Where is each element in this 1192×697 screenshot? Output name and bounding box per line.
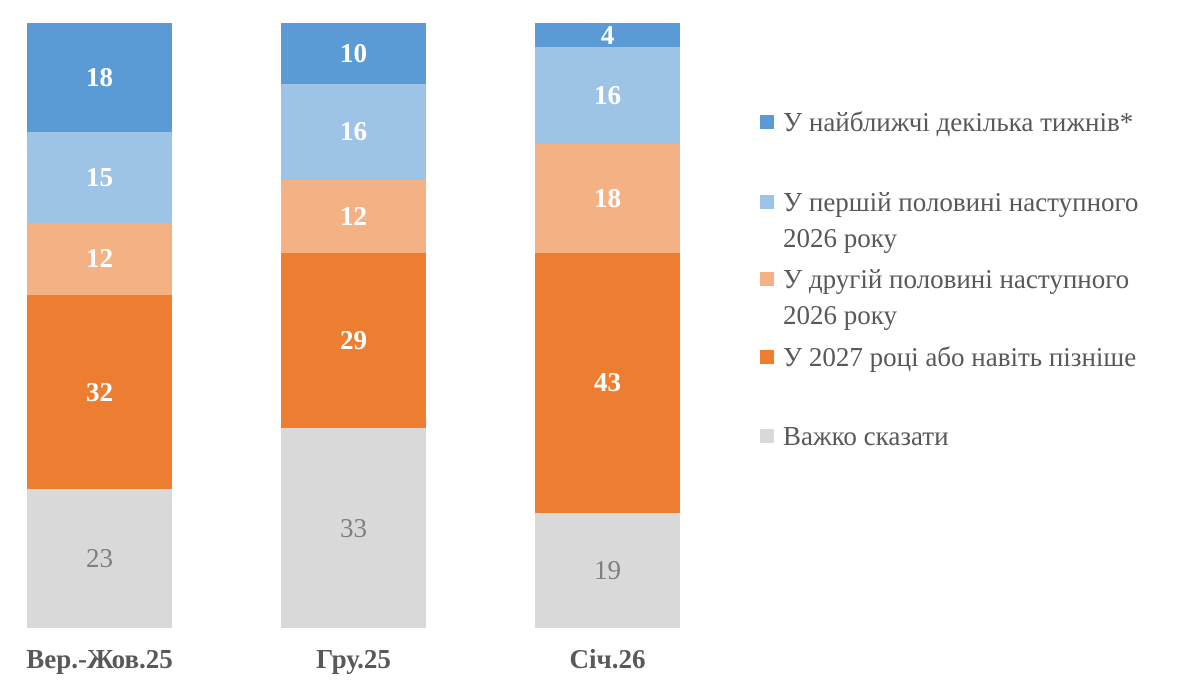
bar-1: 18 15 12 32 23 <box>27 23 172 628</box>
bar-segment: 15 <box>27 131 172 223</box>
legend-item: Важко сказати <box>760 418 949 454</box>
bar-3: 4 16 18 43 19 <box>535 19 680 628</box>
legend-item: У найближчі декілька тижнів* <box>760 104 1133 140</box>
segment-value-label: 4 <box>600 19 615 50</box>
legend-swatch-icon <box>760 195 774 209</box>
segment-value-label: 43 <box>594 367 621 398</box>
segment-value-label: 18 <box>86 61 113 92</box>
legend-label-line: 2026 року <box>783 300 897 330</box>
legend-label-line: 2026 року <box>783 223 897 253</box>
segment-value-label: 33 <box>340 512 367 543</box>
legend-item-label: У найближчі декілька тижнів* <box>783 104 1133 140</box>
legend-item: У першій половині наступного 2026 року <box>760 184 1138 256</box>
bar-segment: 10 <box>281 23 426 84</box>
legend-item-label: У 2027 році або навіть пізніше <box>783 339 1136 375</box>
x-axis-label: Січ.26 <box>569 644 646 674</box>
segment-value-label: 18 <box>594 182 621 213</box>
segment-value-label: 10 <box>340 37 367 68</box>
segment-value-label: 12 <box>86 243 113 274</box>
legend-swatch-icon <box>760 350 774 364</box>
legend-label-line: У 2027 році або навіть пізніше <box>783 342 1137 372</box>
bar-2: 10 16 12 29 33 <box>281 23 426 628</box>
bar-segment: 4 <box>535 19 680 50</box>
plot-area: 18 15 12 32 23 10 16 12 29 33 4 16 18 43 19 <box>27 19 680 628</box>
segment-value-label: 23 <box>86 542 113 573</box>
segment-value-label: 19 <box>594 554 621 585</box>
bar-segment: 16 <box>535 47 680 144</box>
legend-item: У 2027 році або навіть пізніше <box>760 339 1136 375</box>
legend-item: У другій половині наступного 2026 року <box>760 261 1129 333</box>
legend-swatch-icon <box>760 429 774 443</box>
bar-segment: 43 <box>535 252 680 514</box>
legend-swatch-icon <box>760 272 774 286</box>
segment-value-label: 12 <box>340 201 367 232</box>
bar-segment: 33 <box>281 428 426 628</box>
legend-label-line: У другій половині наступного <box>783 264 1130 294</box>
segment-value-label: 32 <box>86 376 113 407</box>
legend-label-line: У найближчі декілька тижнів* <box>783 107 1134 137</box>
legend-label-line: Важко сказати <box>783 421 949 451</box>
bar-segment: 18 <box>27 23 172 132</box>
legend: У найближчі декілька тижнів* У першій пол… <box>760 0 1190 697</box>
bar-segment: 12 <box>281 180 426 253</box>
bar-segment: 18 <box>535 143 680 253</box>
x-axis-label: Вер.-Жов.25 <box>26 644 173 674</box>
legend-item-label: У другій половині наступного 2026 року <box>783 261 1129 333</box>
legend-swatch-icon <box>760 115 774 129</box>
bar-segment: 12 <box>27 222 172 296</box>
bar-segment: 32 <box>27 295 172 489</box>
bar-segment: 16 <box>281 83 426 181</box>
segment-value-label: 29 <box>340 325 367 356</box>
legend-item-label: Важко сказати <box>783 418 949 454</box>
segment-value-label: 16 <box>340 116 367 147</box>
segment-value-label: 15 <box>86 161 113 192</box>
x-axis-label: Гру.25 <box>316 644 391 674</box>
legend-item-label: У першій половині наступного 2026 року <box>783 184 1138 256</box>
legend-label-line: У першій половині наступного <box>783 187 1139 217</box>
bar-segment: 23 <box>27 488 172 628</box>
bar-segment: 29 <box>281 252 426 429</box>
bar-segment: 19 <box>535 513 680 628</box>
segment-value-label: 16 <box>594 80 621 111</box>
